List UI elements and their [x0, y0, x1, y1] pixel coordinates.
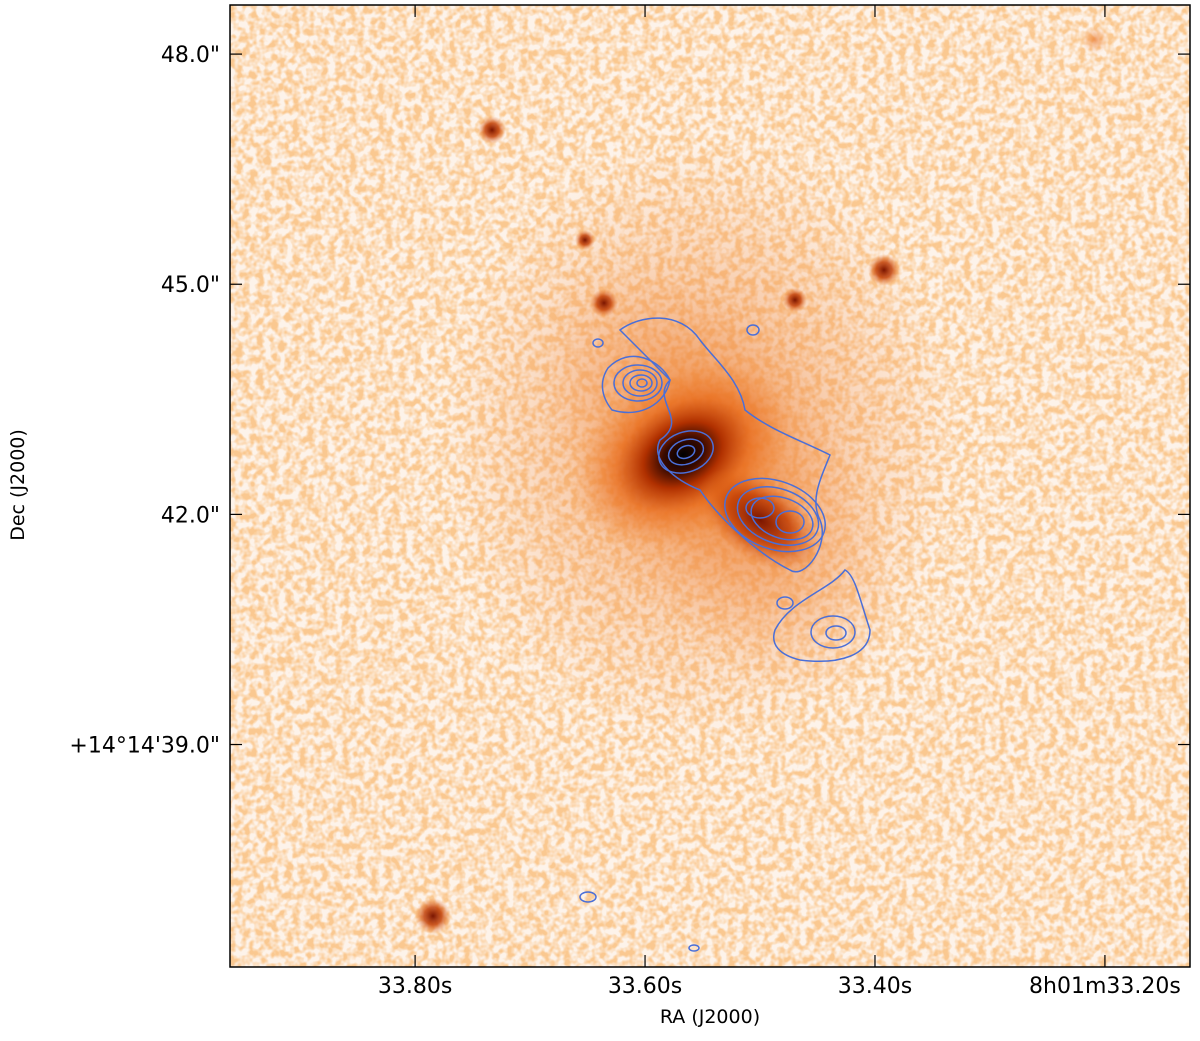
sky-image: [230, 5, 1190, 967]
y-tick-label: +14°14'39.0": [69, 734, 220, 759]
y-tick-label: 45.0": [161, 273, 220, 298]
x-axis-label: RA (J2000): [660, 1006, 760, 1028]
plot-frame: [229, 4, 1191, 968]
x-tick-label: 33.60s: [608, 974, 682, 999]
contours: [579, 317, 871, 952]
x-tick-label: 33.80s: [378, 974, 452, 999]
y-axis-label: Dec (J2000): [7, 429, 29, 541]
y-tick-label: 48.0": [161, 43, 220, 68]
x-tick-label: 33.40s: [838, 974, 912, 999]
x-tick-label: 8h01m33.20s: [1029, 974, 1181, 999]
y-tick-label: 42.0": [161, 503, 220, 528]
